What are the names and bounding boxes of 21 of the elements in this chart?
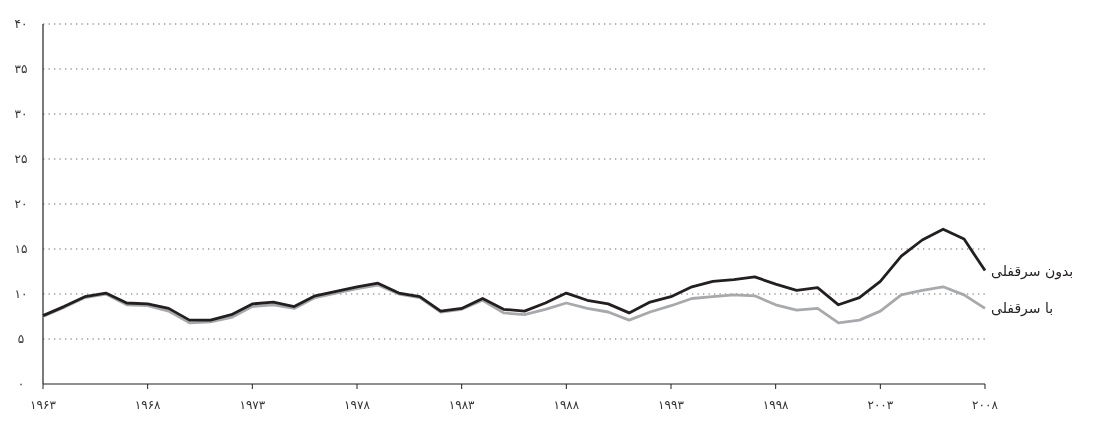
y-tick-label: ۴۰: [14, 17, 28, 31]
y-tick-label: ٠: [17, 377, 25, 391]
y-tick-label: ۱۰: [14, 287, 28, 301]
y-tick-label: ۲۵: [14, 152, 28, 166]
x-tick-label: ۱۹۹۳: [658, 398, 685, 412]
series-label: با سرقفلی: [991, 300, 1054, 318]
x-tick-label: ۲۰۰۸: [972, 398, 999, 412]
x-tick-label: ۱۹۸۳: [448, 398, 476, 412]
x-tick-label: ۲۰۰۳: [867, 398, 894, 412]
x-tick-label: ۱۹۷۸: [344, 398, 371, 412]
series-label: بدون سرقفلی: [991, 262, 1074, 280]
y-tick-label: ۵: [17, 332, 25, 346]
x-tick-label: ۱۹۶۳: [30, 398, 57, 412]
x-tick-label: ۱۹۶۸: [134, 398, 162, 412]
y-tick-label: ۳۵: [14, 62, 28, 76]
x-tick-label: ۱۹۸۸: [553, 398, 580, 412]
y-tick-label: ۲۰: [14, 197, 28, 211]
y-tick-label: ۱۵: [14, 242, 28, 256]
y-tick-label: ۳۰: [14, 107, 28, 121]
x-tick-label: ۱۹۷۳: [239, 398, 266, 412]
x-tick-label: ۱۹۹۸: [762, 398, 790, 412]
